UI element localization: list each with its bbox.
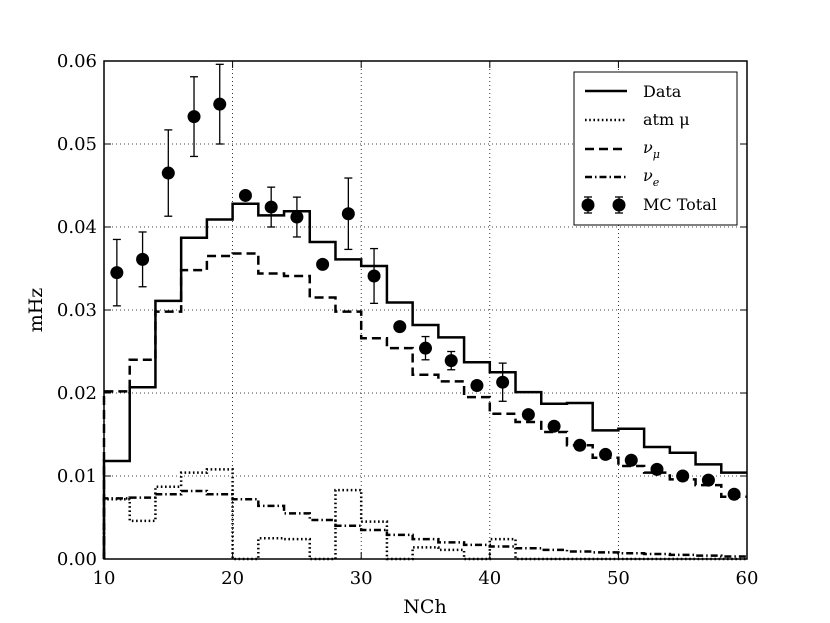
mc-total-point bbox=[573, 438, 587, 452]
series-dashdot-step-line bbox=[102, 489, 747, 559]
mc-total-point bbox=[187, 110, 201, 124]
legend-label-mc-total: MC Total bbox=[643, 195, 717, 214]
series-solid-step-line bbox=[102, 202, 747, 559]
x-tick-label: 20 bbox=[221, 568, 244, 589]
y-tick-label: 0.00 bbox=[57, 549, 97, 570]
legend-label-data: Data bbox=[643, 82, 682, 101]
legend: Data atm μ νμ νe MC Total bbox=[573, 71, 738, 226]
mc-total-point bbox=[676, 469, 690, 483]
legend-label-atm-mu: atm μ bbox=[643, 110, 690, 129]
series-dashed-step-line bbox=[102, 252, 747, 559]
mc-total-point bbox=[419, 341, 432, 355]
mc-total-point bbox=[496, 375, 510, 389]
x-tick-label: 50 bbox=[607, 568, 630, 589]
mc-total-point bbox=[290, 210, 304, 224]
mc-total-point bbox=[367, 269, 381, 283]
x-tick-label: 40 bbox=[478, 568, 501, 589]
mc-total-point bbox=[393, 320, 407, 334]
mc-total-point bbox=[136, 252, 150, 266]
y-tick-label: 0.01 bbox=[57, 466, 97, 487]
mc-total-point bbox=[161, 166, 175, 180]
mc-total-point bbox=[316, 257, 330, 271]
mc-total-point bbox=[624, 453, 638, 467]
mc-total-point bbox=[599, 447, 613, 461]
legend-swatch-mc-total bbox=[581, 196, 626, 214]
legend-label-nu-mu-sub: μ bbox=[653, 148, 660, 161]
mc-total-points bbox=[110, 63, 741, 501]
y-axis-label: mHz bbox=[25, 288, 47, 333]
series-dotted-step-line bbox=[102, 468, 747, 561]
y-tick-label: 0.04 bbox=[57, 217, 97, 238]
mc-total-point bbox=[444, 354, 458, 368]
mc-total-point bbox=[521, 408, 535, 422]
mc-total-point bbox=[650, 462, 664, 476]
tick-labels: 10 20 30 40 50 60 0.00 0.01 0.02 0.03 0.04 0.05 0.06 bbox=[57, 51, 759, 589]
mc-total-point bbox=[238, 188, 252, 202]
grid-lines bbox=[104, 61, 747, 559]
legend-label-nu-e-sub: e bbox=[653, 176, 660, 189]
mc-total-point bbox=[264, 200, 278, 214]
mc-total-point bbox=[547, 419, 561, 433]
legend-label-nu-e: νe bbox=[643, 166, 660, 189]
mc-total-point bbox=[110, 266, 124, 280]
mc-total-point bbox=[341, 207, 355, 221]
x-tick-label: 30 bbox=[350, 568, 373, 589]
x-axis-label: NCh bbox=[403, 596, 446, 618]
mc-total-point bbox=[213, 97, 227, 111]
y-tick-label: 0.06 bbox=[57, 51, 97, 72]
y-tick-label: 0.03 bbox=[57, 300, 97, 321]
series-layer bbox=[102, 202, 747, 561]
mc-total-point bbox=[727, 487, 741, 501]
y-tick-label: 0.02 bbox=[57, 383, 97, 404]
y-tick-label: 0.05 bbox=[57, 134, 97, 155]
mc-total-point bbox=[470, 379, 484, 393]
legend-label-nu-mu: νμ bbox=[643, 138, 660, 161]
x-tick-label: 60 bbox=[736, 568, 759, 589]
mc-total-point bbox=[701, 473, 715, 487]
x-tick-label: 10 bbox=[93, 568, 116, 589]
axis-ticks bbox=[103, 60, 748, 560]
